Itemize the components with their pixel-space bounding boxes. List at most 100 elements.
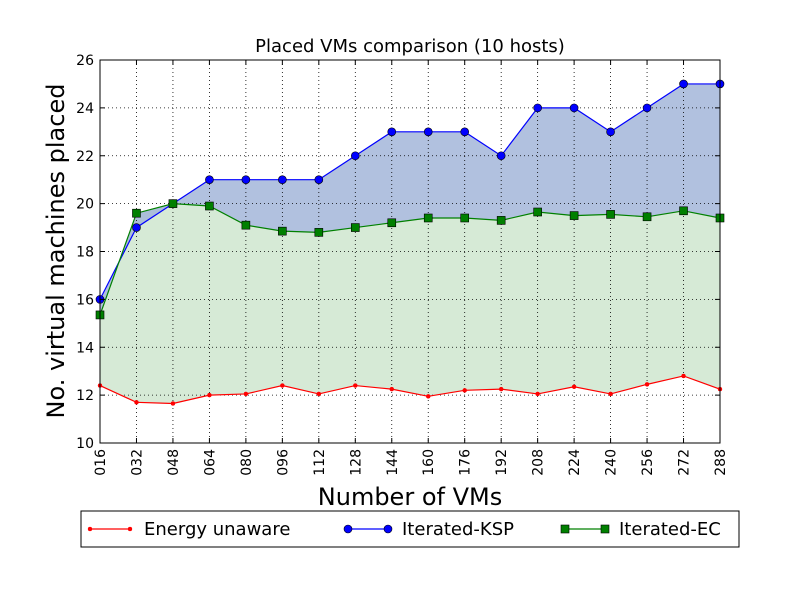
x-tick-label: 048	[166, 449, 182, 476]
data-point-iterated-ksp	[205, 175, 214, 184]
legend-items: Energy unaware Iterated-KSP Iterated-EC	[87, 519, 721, 540]
y-tick-label: 20	[76, 197, 94, 213]
x-tick-label: 288	[713, 449, 729, 476]
y-axis-label: No. virtual machines placed	[42, 84, 70, 419]
fill-energy-unaware-to-iterated-ec	[100, 203, 720, 404]
data-point-energy-unaware	[207, 392, 212, 398]
y-tick-label: 18	[76, 245, 94, 261]
data-point-iterated-ec	[278, 226, 287, 236]
data-point-energy-unaware	[571, 384, 577, 389]
legend-marker	[383, 524, 393, 534]
data-point-iterated-ksp	[423, 127, 433, 137]
series-line-iterated-ec	[99, 203, 721, 316]
data-point-iterated-ec	[496, 216, 506, 225]
x-tick-label: 176	[458, 449, 474, 476]
data-point-iterated-ec	[423, 213, 433, 223]
data-point-iterated-ksp	[350, 151, 360, 161]
data-point-energy-unaware	[280, 383, 285, 388]
y-tick-label: 24	[76, 101, 94, 117]
data-point-energy-unaware	[425, 394, 431, 399]
data-point-energy-unaware	[535, 391, 540, 397]
legend-entry-iterated-ec: Iterated-EC	[560, 519, 721, 540]
x-tick-label: 256	[640, 449, 656, 476]
data-point-energy-unaware	[316, 391, 322, 397]
data-point-iterated-ec	[460, 213, 470, 223]
x-tick-labels: 016 032 048 064 080 096 112 128 144 160 176 192 208 2…	[93, 449, 729, 476]
x-axis-label: Number of VMs	[318, 483, 502, 511]
data-point-iterated-ec	[533, 207, 542, 217]
data-point-iterated-ksp	[460, 127, 470, 137]
x-tick-label: 112	[312, 449, 328, 476]
grid	[100, 60, 720, 443]
y-tick-label: 16	[76, 292, 94, 308]
x-tick-label: 192	[494, 449, 510, 476]
data-point-energy-unaware	[353, 383, 358, 388]
chart-title: Placed VMs comparison (10 hosts)	[255, 36, 565, 57]
x-tick-label: 144	[385, 449, 401, 476]
data-point-iterated-ec	[350, 223, 360, 232]
series-line-energy-unaware	[99, 375, 721, 405]
x-tick-label: 016	[93, 449, 109, 476]
data-point-iterated-ec	[679, 206, 688, 216]
data-point-iterated-ksp	[642, 103, 652, 113]
legend-marker	[87, 526, 93, 532]
data-point-iterated-ksp	[132, 223, 141, 232]
data-point-energy-unaware	[644, 382, 650, 387]
area-fills	[100, 83, 720, 404]
legend-label: Iterated-KSP	[402, 519, 514, 540]
x-tick-label: 240	[604, 449, 620, 476]
legend-marker	[560, 524, 570, 534]
legend-label: Energy unaware	[144, 519, 290, 540]
y-tick-label: 14	[76, 340, 94, 356]
data-point-iterated-ec	[314, 228, 324, 237]
y-tick-label: 12	[76, 388, 94, 404]
legend-marker	[600, 524, 610, 534]
data-point-energy-unaware	[243, 391, 249, 397]
y-tick-labels: 10 12 14 16 18 20 22 24 26	[76, 53, 94, 452]
data-point-iterated-ksp	[387, 127, 397, 137]
data-point-iterated-ec	[241, 220, 251, 230]
data-point-energy-unaware	[389, 386, 395, 392]
data-point-iterated-ksp	[569, 103, 579, 113]
fill-iterated-ec-to-iterated-ksp	[100, 83, 720, 315]
legend-marker	[343, 524, 353, 534]
data-point-energy-unaware	[170, 401, 176, 406]
data-point-iterated-ec	[642, 212, 652, 222]
data-point-energy-unaware	[462, 388, 467, 393]
data-point-iterated-ec	[205, 201, 214, 211]
data-point-iterated-ksp	[241, 175, 251, 184]
x-tick-label: 032	[129, 449, 145, 476]
y-tick-label: 22	[76, 149, 94, 165]
legend-frame	[80, 510, 740, 548]
x-tick-label: 208	[531, 449, 547, 476]
x-tick-label: 064	[202, 449, 218, 476]
legend-entry-iterated-ksp: Iterated-KSP	[343, 519, 514, 540]
x-tick-label: 224	[567, 449, 583, 476]
y-tick-label: 26	[76, 53, 94, 69]
y-tick-label: 10	[76, 436, 94, 452]
x-tick-label: 160	[421, 449, 437, 476]
data-point-iterated-ksp	[606, 127, 615, 137]
x-tick-label: 128	[348, 449, 364, 476]
x-tick-label: 096	[275, 449, 291, 476]
series-line-iterated-ksp	[99, 83, 720, 300]
data-point-iterated-ec	[168, 199, 178, 208]
x-tick-label: 272	[677, 449, 693, 476]
x-tick-label: 080	[239, 449, 255, 476]
data-point-iterated-ec	[387, 218, 397, 228]
legend: Energy unaware Iterated-KSP Iterated-EC	[80, 510, 740, 548]
legend-marker	[127, 526, 133, 532]
data-point-energy-unaware	[681, 373, 686, 379]
data-point-iterated-ksp	[496, 151, 506, 161]
data-point-iterated-ksp	[533, 103, 542, 113]
legend-entry-energy-unaware: Energy unaware	[87, 519, 290, 540]
data-point-iterated-ec	[132, 208, 141, 218]
data-point-energy-unaware	[134, 400, 139, 405]
axis-ticks	[99, 59, 721, 444]
data-point-iterated-ksp	[278, 175, 287, 184]
data-point-iterated-ec	[606, 210, 615, 219]
data-point-iterated-ksp	[314, 175, 324, 184]
data-point-iterated-ec	[569, 211, 579, 220]
legend-label: Iterated-EC	[619, 519, 721, 540]
